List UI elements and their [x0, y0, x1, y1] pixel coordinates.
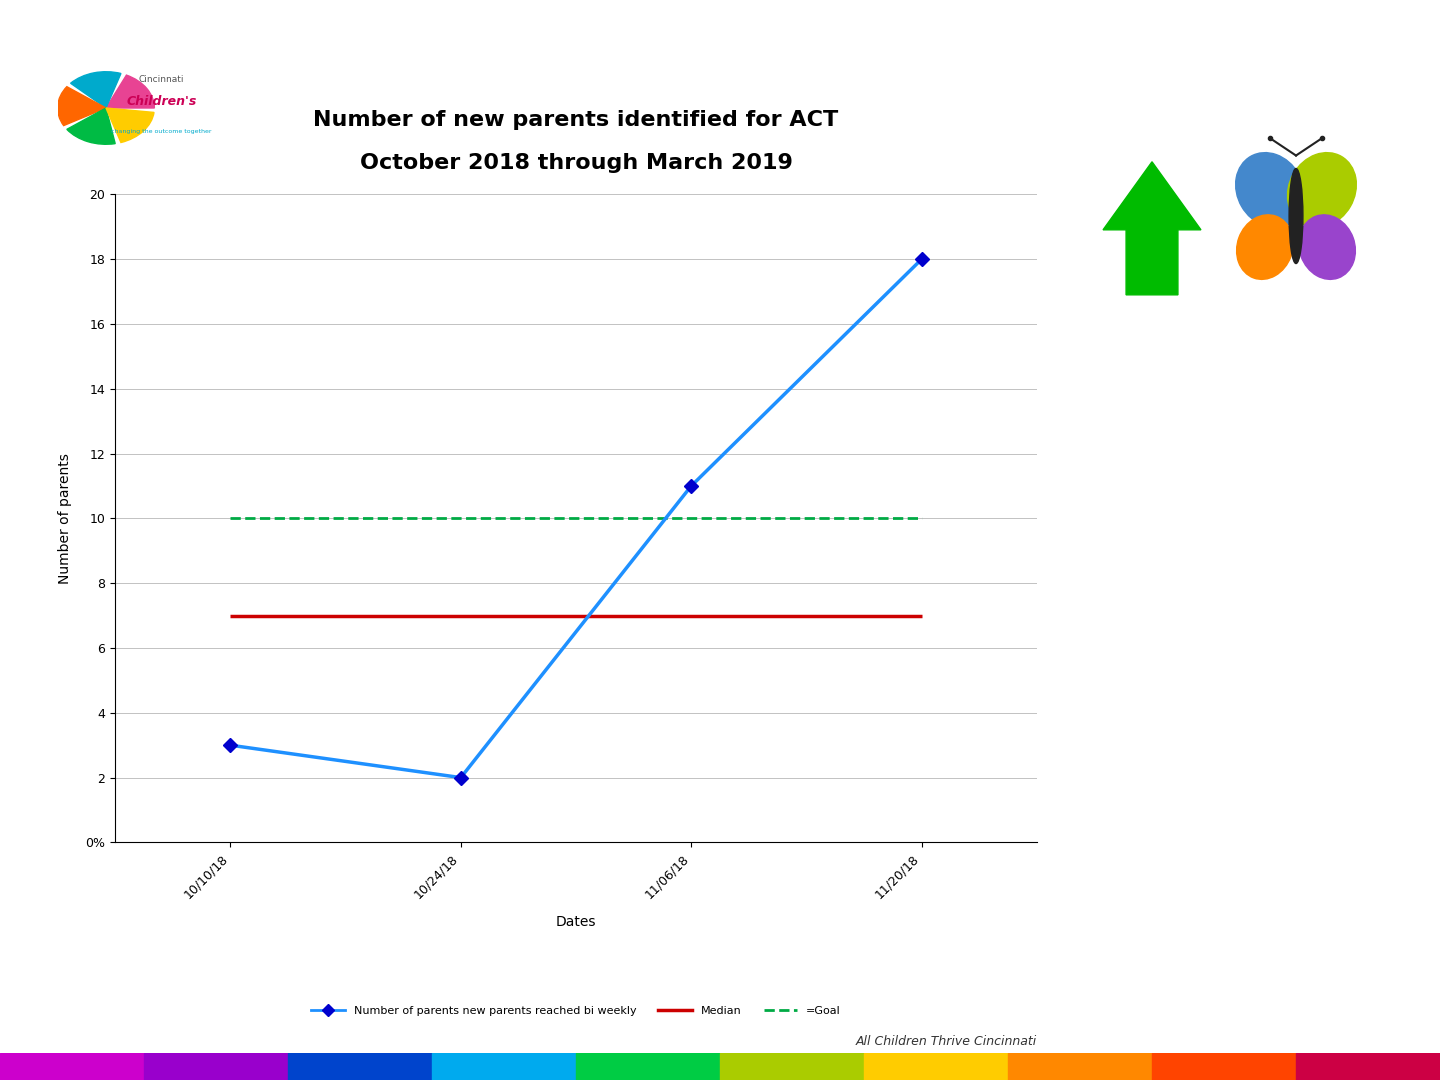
Wedge shape: [107, 108, 154, 143]
Bar: [144, 1053, 288, 1080]
Legend: Number of parents new parents reached bi weekly, Median, =Goal: Number of parents new parents reached bi…: [307, 1001, 845, 1021]
Bar: [1152, 1053, 1296, 1080]
Wedge shape: [58, 86, 107, 125]
Text: All Children Thrive Cincinnati: All Children Thrive Cincinnati: [855, 1035, 1037, 1048]
Bar: [1008, 1053, 1152, 1080]
Y-axis label: Number of parents: Number of parents: [58, 453, 72, 584]
Bar: [576, 1053, 720, 1080]
FancyArrow shape: [1103, 162, 1201, 295]
Bar: [288, 1053, 432, 1080]
Bar: [0, 1053, 144, 1080]
Text: Cincinnati: Cincinnati: [138, 75, 184, 84]
Text: October 2018 through March 2019: October 2018 through March 2019: [360, 152, 792, 173]
Wedge shape: [66, 108, 115, 145]
Ellipse shape: [1237, 215, 1293, 280]
Wedge shape: [107, 76, 154, 108]
Text: changing the outcome together: changing the outcome together: [111, 129, 212, 134]
Bar: [864, 1053, 1008, 1080]
Wedge shape: [71, 71, 121, 108]
X-axis label: Dates: Dates: [556, 915, 596, 929]
Text: Number of new parents identified for ACT: Number of new parents identified for ACT: [314, 109, 838, 130]
Ellipse shape: [1287, 152, 1356, 228]
Ellipse shape: [1299, 215, 1355, 280]
Ellipse shape: [1289, 168, 1303, 264]
Text: Children's: Children's: [127, 95, 196, 108]
Bar: [1296, 1053, 1440, 1080]
Bar: [432, 1053, 576, 1080]
Bar: [720, 1053, 864, 1080]
Ellipse shape: [1236, 152, 1305, 228]
